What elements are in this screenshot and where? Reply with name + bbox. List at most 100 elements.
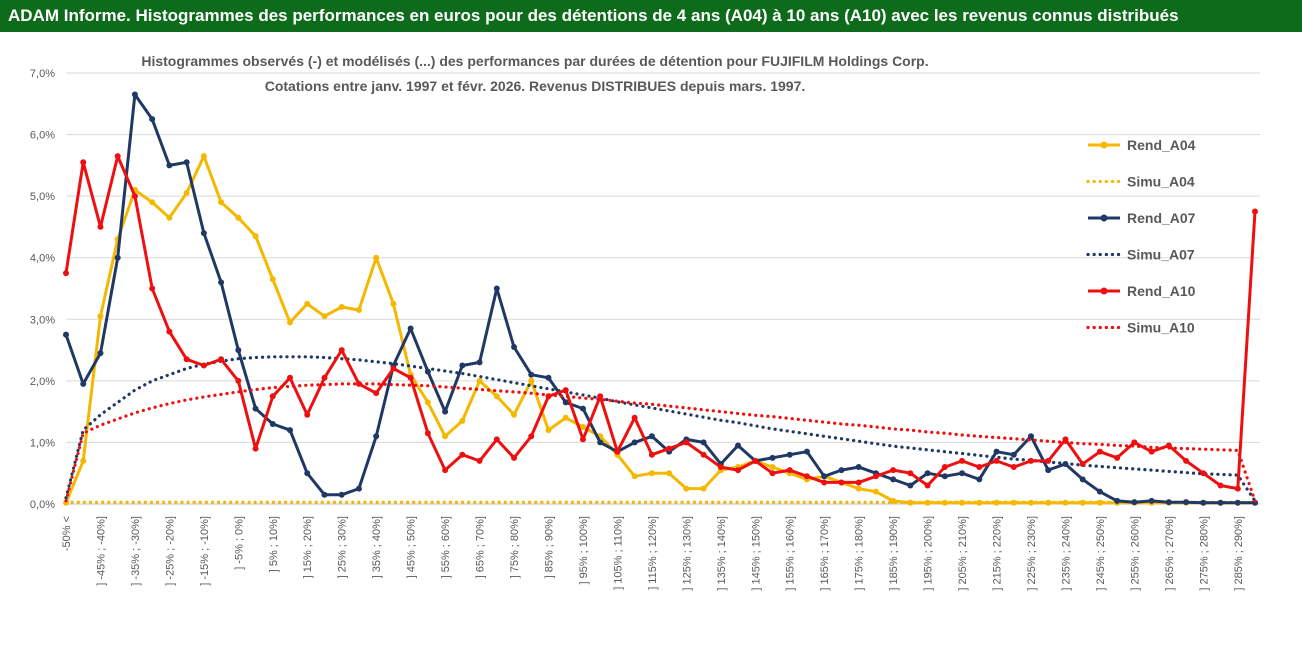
x-tick-label-27: ] 215% ; 220%] xyxy=(992,516,1004,591)
data-point-Rend_A07-3 xyxy=(114,254,121,261)
data-point-Rend_A04-21 xyxy=(424,399,431,406)
data-point-Rend_A07-68 xyxy=(1234,499,1241,506)
data-point-Rend_A07-27 xyxy=(528,371,535,378)
data-point-Rend_A04-2 xyxy=(97,313,104,320)
data-point-Rend_A10-41 xyxy=(769,470,776,477)
y-tick-label-5: 5,0% xyxy=(30,191,55,203)
x-tick-label-4: ] -15% ; -10%] xyxy=(199,516,211,586)
x-tick-label-26: ] 205% ; 210%] xyxy=(957,516,969,591)
data-point-Rend_A04-9 xyxy=(218,199,225,206)
report-banner-title: ADAM Informe. Histogrammes des performan… xyxy=(0,0,1302,32)
x-tick-label-32: ] 265% ; 270%] xyxy=(1164,516,1176,591)
x-tick-label-16: ] 105% ; 110%] xyxy=(612,516,624,590)
data-point-Rend_A04-34 xyxy=(648,470,655,477)
data-point-Rend_A07-7 xyxy=(183,159,190,166)
data-point-Rend_A10-63 xyxy=(1148,448,1155,455)
x-tick-label-22: ] 165% ; 170%] xyxy=(819,516,831,591)
x-tick-label-29: ] 235% ; 240%] xyxy=(1060,516,1072,591)
data-point-Rend_A10-35 xyxy=(666,445,673,452)
legend-item-Simu_A07: Simu_A07 xyxy=(1086,247,1195,263)
x-tick-label-30: ] 245% ; 250%] xyxy=(1095,516,1107,591)
series-line-Rend_A10 xyxy=(64,154,1257,491)
data-point-Rend_A10-13 xyxy=(287,374,294,381)
data-point-Rend_A07-16 xyxy=(338,491,345,498)
data-point-Rend_A10-44 xyxy=(821,479,828,486)
x-tick-label-34: ] 285% ; 290%] xyxy=(1233,516,1245,591)
data-point-Rend_A04-1 xyxy=(80,457,87,464)
data-point-Rend_A10-69 xyxy=(1252,208,1258,215)
data-point-Rend_A07-25 xyxy=(493,285,500,292)
data-point-Rend_A10-58 xyxy=(1062,436,1069,443)
data-point-Rend_A04-5 xyxy=(149,199,156,206)
data-point-Rend_A07-59 xyxy=(1079,476,1086,483)
data-point-Rend_A10-39 xyxy=(735,467,742,474)
legend-marker-Rend_A10 xyxy=(1100,287,1108,295)
series-Rend_A10 xyxy=(63,153,1258,492)
data-point-Rend_A07-20 xyxy=(407,325,414,332)
data-point-Rend_A10-32 xyxy=(614,448,621,455)
chart-title-line2: Cotations entre janv. 1997 et févr. 2026… xyxy=(265,78,806,94)
data-point-Rend_A07-13 xyxy=(287,427,294,434)
legend-label-Simu_A07: Simu_A07 xyxy=(1127,247,1195,263)
data-point-Rend_A04-36 xyxy=(683,485,690,492)
data-point-Rend_A10-16 xyxy=(338,347,345,354)
data-point-Rend_A04-18 xyxy=(373,254,380,261)
data-point-Rend_A04-17 xyxy=(355,307,362,314)
data-point-Rend_A10-29 xyxy=(562,387,569,394)
data-point-Rend_A10-33 xyxy=(631,414,638,421)
data-point-Rend_A10-14 xyxy=(304,411,311,418)
x-tick-label-2: ] -35% ; -30%] xyxy=(130,516,142,586)
x-tick-label-7: ] 15% ; 20%] xyxy=(302,516,314,578)
data-point-Rend_A07-39 xyxy=(735,442,742,449)
data-point-Rend_A04-47 xyxy=(872,488,879,495)
data-point-Rend_A04-37 xyxy=(700,485,707,492)
data-point-Rend_A07-46 xyxy=(855,464,862,471)
data-point-Rend_A04-22 xyxy=(442,433,449,440)
data-point-Rend_A04-30 xyxy=(579,424,586,431)
data-point-Rend_A10-56 xyxy=(1027,457,1034,464)
series-Simu_A10 xyxy=(64,382,1257,503)
data-point-Rend_A07-42 xyxy=(786,451,793,458)
data-point-Rend_A10-8 xyxy=(200,362,207,369)
data-point-Rend_A10-38 xyxy=(717,464,724,471)
data-point-Rend_A04-41 xyxy=(769,464,776,471)
data-point-Rend_A07-26 xyxy=(511,343,518,350)
data-point-Rend_A07-62 xyxy=(1131,499,1138,506)
data-point-Rend_A04-16 xyxy=(338,303,345,310)
data-point-Rend_A10-6 xyxy=(166,328,173,335)
data-point-Rend_A10-19 xyxy=(390,365,397,372)
data-point-Rend_A07-43 xyxy=(803,448,810,455)
data-point-Rend_A07-61 xyxy=(1114,497,1121,504)
data-point-Rend_A10-24 xyxy=(476,457,483,464)
data-point-Rend_A07-23 xyxy=(459,362,466,369)
y-tick-label-7: 7,0% xyxy=(30,68,55,80)
data-point-Rend_A10-5 xyxy=(149,285,156,292)
data-point-Rend_A04-26 xyxy=(511,411,518,418)
data-point-Rend_A07-24 xyxy=(476,359,483,366)
data-point-Rend_A07-65 xyxy=(1183,499,1190,506)
data-point-Rend_A07-21 xyxy=(424,368,431,375)
data-point-Rend_A10-49 xyxy=(907,470,914,477)
data-point-Rend_A10-11 xyxy=(252,445,259,452)
legend-item-Simu_A10: Simu_A10 xyxy=(1086,320,1195,336)
data-point-Rend_A04-11 xyxy=(252,233,259,240)
data-point-Rend_A10-12 xyxy=(269,393,276,400)
x-tick-label-5: ] -5% ; 0%] xyxy=(233,516,245,570)
data-point-Rend_A04-19 xyxy=(390,300,397,307)
legend-item-Simu_A04: Simu_A04 xyxy=(1086,174,1195,190)
data-point-Rend_A07-0 xyxy=(63,331,69,338)
series-Simu_A07 xyxy=(64,355,1257,503)
data-point-Rend_A10-43 xyxy=(803,473,810,480)
x-tick-label-21: ] 155% ; 160%] xyxy=(785,516,797,591)
data-point-Rend_A07-60 xyxy=(1096,488,1103,495)
x-tick-label-11: ] 55% ; 60%] xyxy=(440,516,452,578)
data-point-Rend_A04-15 xyxy=(321,313,328,320)
data-point-Rend_A10-34 xyxy=(648,451,655,458)
x-tick-label-31: ] 255% ; 260%] xyxy=(1129,516,1141,591)
data-point-Rend_A07-11 xyxy=(252,405,259,412)
data-point-Rend_A04-23 xyxy=(459,417,466,424)
legend-label-Rend_A04: Rend_A04 xyxy=(1127,137,1196,153)
data-point-Rend_A10-26 xyxy=(511,454,518,461)
data-point-Rend_A07-64 xyxy=(1165,499,1172,506)
data-point-Rend_A04-60 xyxy=(1096,499,1103,506)
